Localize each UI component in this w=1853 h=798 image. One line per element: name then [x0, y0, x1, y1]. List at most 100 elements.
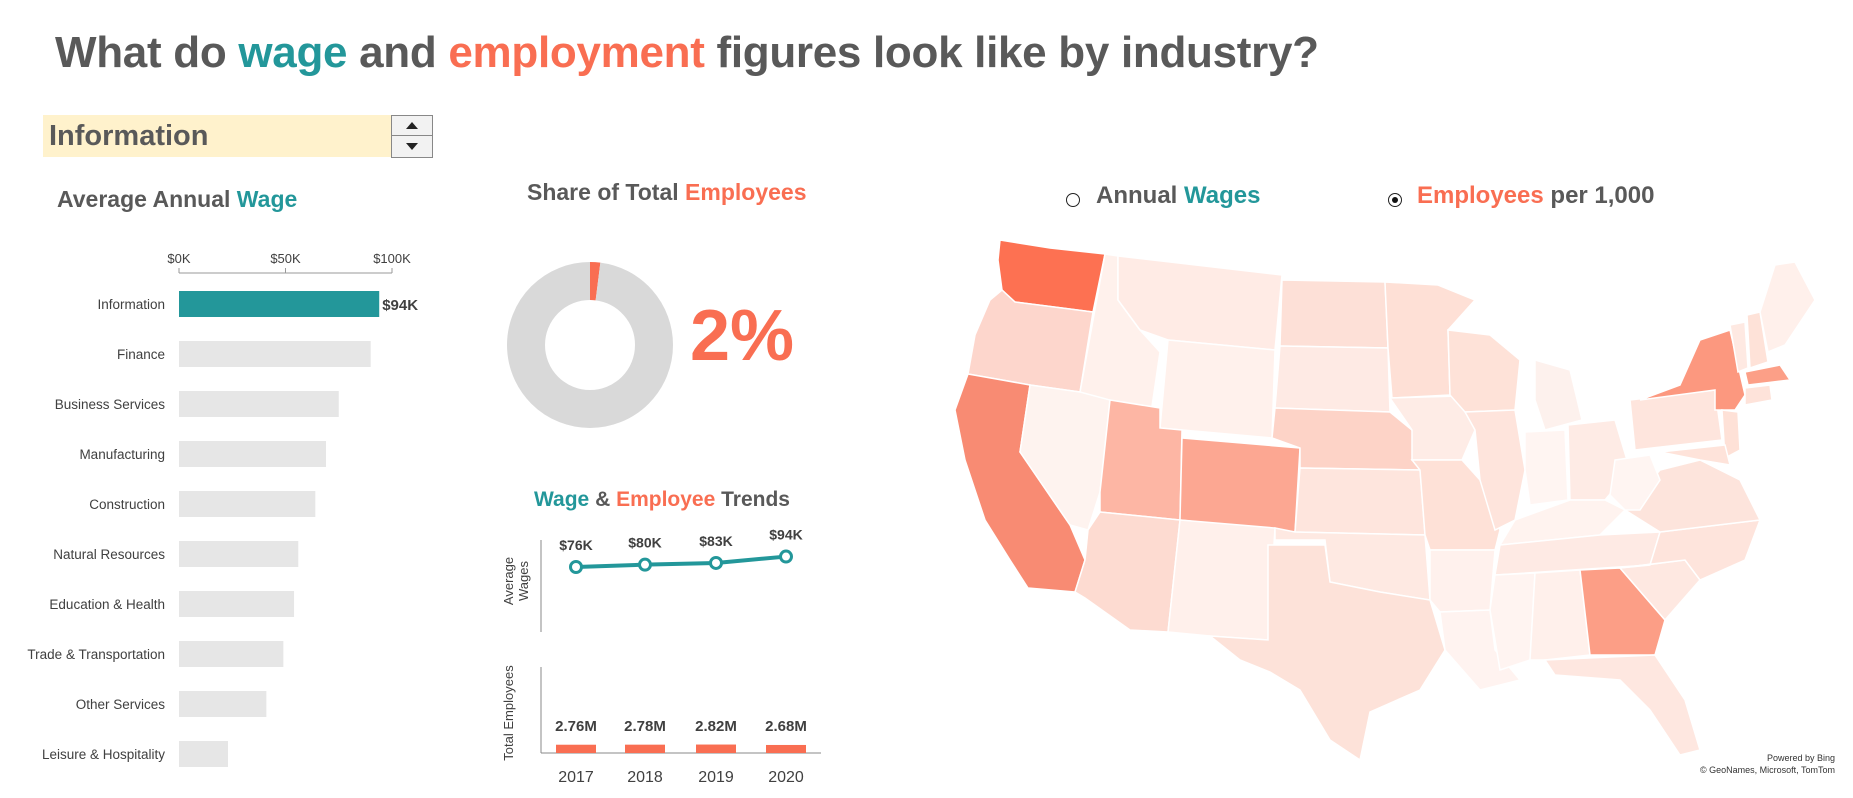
map-state-texas [1207, 544, 1446, 762]
trend-line [575, 554, 787, 569]
map-state-north-dakota [1279, 279, 1389, 349]
bar [179, 341, 371, 367]
bar [179, 641, 284, 667]
map-state-alabama [1529, 569, 1591, 661]
category-label: Other Services [76, 697, 166, 712]
us-choropleth-map[interactable] [940, 230, 1820, 770]
map-state-florida [1543, 654, 1701, 756]
employees-label-post: per 1,000 [1543, 182, 1655, 209]
point-data-label: $94K [769, 527, 802, 543]
map-state-wyoming [1159, 339, 1276, 439]
category-label: Natural Resources [53, 547, 165, 562]
spinner-up-button[interactable] [392, 116, 432, 136]
map-attribution: Powered by Bing © GeoNames, Microsoft, T… [1700, 752, 1835, 776]
map-state-south-dakota [1274, 345, 1391, 413]
arrow-down-icon [406, 143, 418, 150]
trends-title-trends: Trends [715, 488, 790, 511]
map-state-maryland [1659, 444, 1732, 466]
category-label: Information [97, 297, 165, 312]
x-tick-label: $100K [373, 251, 411, 266]
wage-title-pre: Average Annual [57, 186, 237, 212]
bar [179, 691, 267, 717]
title-wage: wage [238, 28, 348, 77]
x-tick-label: $0K [167, 251, 190, 266]
y-axis-label-line: Wages [516, 561, 531, 601]
trends-panel-title: Wage & Employee Trends [534, 488, 790, 512]
x-tick-label: $50K [270, 251, 301, 266]
donut-slice [507, 262, 673, 428]
share-title-accent: Employees [685, 179, 807, 205]
map-state-arizona [1074, 511, 1181, 633]
trend-point [569, 560, 583, 574]
trends-title-employee: Employee [616, 488, 716, 511]
bar [179, 441, 326, 467]
bar [179, 741, 228, 767]
bar-data-label: $94K [382, 297, 418, 314]
bar-data-label: 2.76M [555, 718, 597, 735]
y-axis-label-line: Average [501, 557, 516, 605]
map-state-new-jersey [1721, 409, 1741, 460]
wage-bar-chart: $0K $50K $100K Information $94K Finance Busine… [27, 251, 418, 767]
point-data-label: $80K [628, 535, 661, 551]
employees-per-1000-radio[interactable] [1388, 193, 1402, 207]
map-state-new-hampshire [1746, 311, 1769, 370]
bar [179, 491, 316, 517]
share-big-value: 2% [690, 296, 795, 376]
title-post: figures look like by industry? [704, 28, 1319, 77]
map-state-michigan [1534, 359, 1583, 431]
category-label: Manufacturing [79, 447, 165, 462]
map-state-new-mexico [1167, 519, 1276, 641]
category-label: Trade & Transportation [27, 647, 165, 662]
category-label: Construction [89, 497, 165, 512]
trend-point [709, 555, 723, 570]
bar [179, 591, 295, 617]
y-axis-label: AverageWages [501, 557, 531, 605]
x-tick-label: 2019 [698, 769, 734, 786]
annual-wages-label-pre: Annual [1096, 182, 1184, 209]
dashboard-title: What do wage and employment figures look… [55, 28, 1319, 78]
bar-data-label: 2.82M [695, 718, 737, 735]
trends-title-amp: & [589, 488, 617, 511]
map-state-wisconsin [1447, 329, 1521, 413]
map-state-kansas [1294, 467, 1426, 536]
category-label: Finance [117, 347, 165, 362]
map-state-vermont [1729, 321, 1749, 374]
industry-selector[interactable]: Information [43, 115, 391, 157]
industry-spinner[interactable] [391, 115, 433, 158]
bar [625, 744, 665, 753]
x-tick-label: 2020 [768, 769, 804, 786]
bar [179, 391, 339, 417]
annual-wages-radio[interactable] [1066, 193, 1080, 207]
title-mid: and [347, 28, 449, 77]
map-state-north-carolina [1619, 519, 1762, 581]
employee-trend-bar-chart: Total Employees 2.76M 2017 2.78M 2018 2.82M 20… [501, 665, 821, 786]
wage-title-accent: Wage [236, 186, 298, 212]
category-label: Leisure & Hospitality [42, 747, 165, 762]
point-data-label: $83K [699, 533, 732, 549]
spinner-down-button[interactable] [392, 137, 432, 157]
annual-wages-label[interactable]: Annual Wages [1096, 182, 1260, 210]
x-tick-label: 2018 [627, 769, 663, 786]
annual-wages-label-accent: Wages [1184, 182, 1261, 209]
industry-selector-value: Information [49, 120, 209, 152]
point-data-label: $76K [559, 537, 592, 553]
trend-point [638, 557, 652, 572]
category-label: Business Services [55, 397, 166, 412]
bar [179, 291, 380, 317]
map-state-west-virginia [1609, 454, 1661, 511]
map-credit-line1: Powered by Bing [1766, 753, 1835, 763]
title-employment: employment [448, 28, 705, 77]
share-donut-chart [507, 262, 673, 428]
arrow-up-icon [406, 122, 418, 129]
share-title-pre: Share of Total [527, 179, 686, 205]
bar [556, 744, 596, 753]
bar [766, 744, 806, 753]
employees-per-1000-label[interactable]: Employees per 1,000 [1417, 182, 1654, 210]
map-state-colorado [1179, 437, 1301, 533]
map-credit-line2: © GeoNames, Microsoft, TomTom [1700, 765, 1835, 775]
wage-panel-title: Average Annual Wage [57, 186, 297, 213]
y-axis-label: Total Employees [501, 665, 516, 761]
share-panel-title: Share of Total Employees [527, 179, 807, 206]
trends-title-wage: Wage [534, 488, 590, 511]
x-tick-label: 2017 [558, 769, 594, 786]
